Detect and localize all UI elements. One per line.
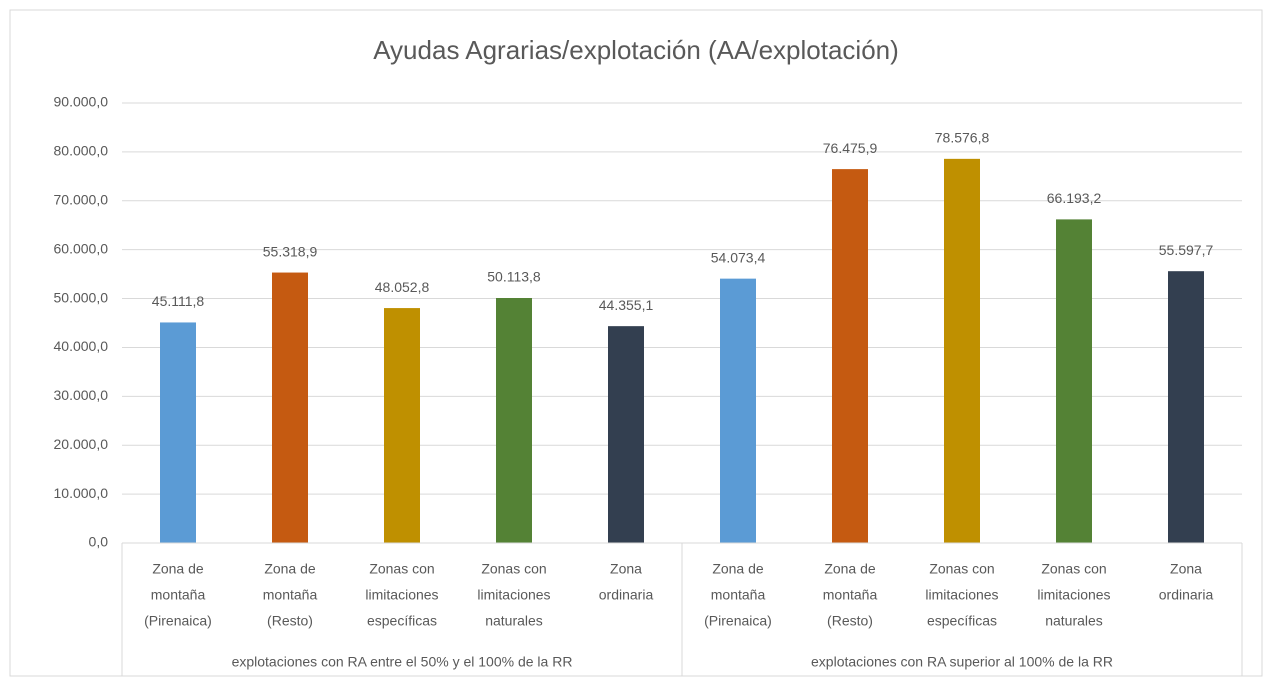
bar <box>608 326 644 543</box>
x-tick-label: Zonas con <box>929 561 994 577</box>
x-tick-label: montaña <box>263 587 318 603</box>
x-tick-label: Zonas con <box>369 561 434 577</box>
data-label: 50.113,8 <box>487 269 541 285</box>
data-label: 78.576,8 <box>935 130 990 146</box>
data-label: 54.073,4 <box>711 249 766 265</box>
data-label: 55.318,9 <box>263 243 318 259</box>
x-tick-label: Zona <box>1170 561 1202 577</box>
x-tick-label: Zona <box>610 561 642 577</box>
x-tick-label: montaña <box>711 587 766 603</box>
x-tick-label: limitaciones <box>925 587 998 603</box>
x-tick-label: ordinaria <box>599 587 654 603</box>
x-tick-label: ordinaria <box>1159 587 1214 603</box>
y-tick-label: 40.000,0 <box>54 338 109 354</box>
y-tick-label: 30.000,0 <box>54 387 109 403</box>
x-tick-label: limitaciones <box>365 587 438 603</box>
x-tick-label: Zona de <box>152 561 204 577</box>
y-tick-label: 80.000,0 <box>54 143 109 159</box>
x-tick-label: naturales <box>485 613 543 629</box>
group-label: explotaciones con RA entre el 50% y el 1… <box>232 654 573 670</box>
x-tick-label: (Resto) <box>827 613 873 629</box>
x-tick-label: montaña <box>151 587 206 603</box>
bar <box>160 322 196 543</box>
x-tick-label: Zona de <box>824 561 876 577</box>
x-tick-label: específicas <box>367 613 437 629</box>
x-tick-label: específicas <box>927 613 997 629</box>
x-tick-label: Zona de <box>264 561 316 577</box>
x-tick-label: montaña <box>823 587 878 603</box>
data-label: 55.597,7 <box>1159 242 1214 258</box>
data-label: 44.355,1 <box>599 297 654 313</box>
y-tick-label: 20.000,0 <box>54 436 109 452</box>
y-tick-label: 90.000,0 <box>54 94 109 110</box>
bar <box>1056 219 1092 543</box>
chart-title: Ayudas Agrarias/explotación (AA/explotac… <box>373 35 899 65</box>
bar <box>832 169 868 543</box>
data-label: 48.052,8 <box>375 279 430 295</box>
x-tick-label: limitaciones <box>477 587 550 603</box>
x-tick-label: Zonas con <box>481 561 546 577</box>
data-label: 45.111,8 <box>152 293 205 309</box>
group-label: explotaciones con RA superior al 100% de… <box>811 654 1113 670</box>
bar <box>1168 271 1204 543</box>
x-tick-label: (Pirenaica) <box>704 613 772 629</box>
x-tick-label: Zona de <box>712 561 764 577</box>
x-tick-label: limitaciones <box>1037 587 1110 603</box>
x-tick-label: Zonas con <box>1041 561 1106 577</box>
y-tick-label: 0,0 <box>89 534 109 550</box>
x-tick-label: (Resto) <box>267 613 313 629</box>
data-label: 66.193,2 <box>1047 190 1102 206</box>
y-tick-label: 10.000,0 <box>54 485 109 501</box>
bar <box>720 278 756 543</box>
y-tick-label: 50.000,0 <box>54 289 109 305</box>
bar <box>384 308 420 543</box>
bar <box>272 272 308 543</box>
bar <box>496 297 532 543</box>
bar <box>944 158 980 544</box>
y-tick-label: 60.000,0 <box>54 240 109 256</box>
x-tick-label: (Pirenaica) <box>144 613 212 629</box>
data-label: 76.475,9 <box>823 140 878 156</box>
y-tick-label: 70.000,0 <box>54 191 109 207</box>
x-tick-label: naturales <box>1045 613 1103 629</box>
